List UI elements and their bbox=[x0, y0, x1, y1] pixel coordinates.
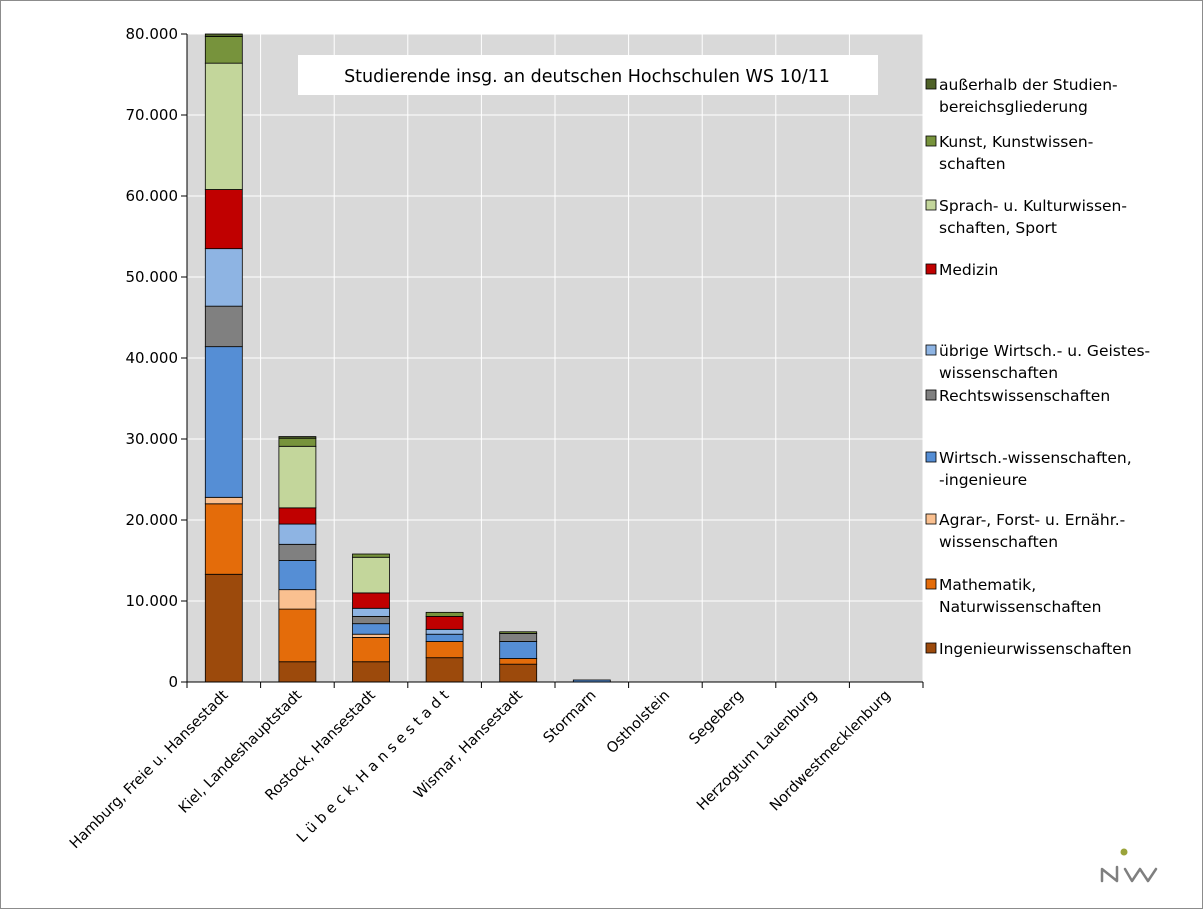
bar-segment bbox=[352, 556, 390, 594]
bar-segment bbox=[278, 436, 317, 439]
bar-segment bbox=[499, 663, 538, 683]
legend-label: wissenschaften bbox=[939, 364, 1058, 382]
legend-label: wissenschaften bbox=[939, 533, 1058, 551]
bar-segment bbox=[425, 615, 464, 630]
legend-label: schaften bbox=[939, 155, 1006, 173]
bar-segment bbox=[352, 553, 390, 558]
legend-label: Ingenieurwissenschaften bbox=[939, 640, 1132, 658]
y-tick-label: 50.000 bbox=[126, 268, 179, 286]
legend-swatch bbox=[925, 344, 937, 356]
y-tick-label: 70.000 bbox=[126, 106, 179, 124]
niw-logo-icon bbox=[1100, 848, 1158, 883]
legend-label: Sprach- u. Kulturwissen- bbox=[939, 197, 1127, 215]
bar-segment bbox=[204, 248, 243, 307]
bar-segment bbox=[425, 628, 464, 635]
bar-segment bbox=[204, 62, 243, 190]
bar-segment bbox=[352, 623, 390, 635]
bar-segment bbox=[352, 661, 390, 683]
bar-segment bbox=[499, 631, 538, 634]
bar-segment bbox=[352, 592, 390, 609]
legend-swatch bbox=[925, 263, 937, 275]
bar-segment bbox=[204, 503, 243, 575]
logo-stroke bbox=[1100, 865, 1158, 883]
legend-swatch bbox=[925, 389, 937, 401]
legend-label: Mathematik, bbox=[939, 576, 1036, 594]
bar-segment bbox=[425, 633, 464, 642]
legend-label: Agrar-, Forst- u. Ernähr.- bbox=[939, 511, 1125, 529]
y-tick-label: 10.000 bbox=[126, 592, 179, 610]
logo-dot bbox=[1120, 848, 1128, 856]
bar-segment bbox=[278, 445, 317, 509]
bar-segment bbox=[204, 573, 243, 683]
bar-segment bbox=[204, 33, 243, 37]
x-tick-label: Kiel, Landeshauptstadt bbox=[176, 687, 305, 816]
bar-segment bbox=[499, 658, 538, 665]
legend-swatch bbox=[925, 513, 937, 525]
legend-swatch bbox=[925, 199, 937, 211]
bar-segment bbox=[278, 661, 317, 683]
legend-label: Naturwissenschaften bbox=[939, 598, 1101, 616]
bar-segment bbox=[204, 36, 243, 64]
bar-segment bbox=[499, 633, 538, 642]
y-tick-label: 20.000 bbox=[126, 511, 179, 529]
bar-segment bbox=[278, 437, 317, 447]
y-tick-label: 30.000 bbox=[126, 430, 179, 448]
legend-swatch bbox=[925, 78, 937, 90]
bar-segment bbox=[204, 189, 243, 250]
legend-label: schaften, Sport bbox=[939, 219, 1057, 237]
legend-label: Rechtswissenschaften bbox=[939, 387, 1110, 405]
bar-segment bbox=[352, 637, 390, 663]
x-tick-label: Nordwestmecklenburg bbox=[767, 688, 894, 815]
bar-segment bbox=[425, 611, 464, 617]
legend-swatch bbox=[925, 578, 937, 590]
bar-segment bbox=[204, 496, 243, 505]
y-tick-label: 80.000 bbox=[126, 25, 179, 43]
chart-title: Studierende insg. an deutschen Hochschul… bbox=[344, 67, 830, 87]
bar-segment bbox=[204, 346, 243, 498]
title-box bbox=[298, 55, 878, 95]
legend-swatch bbox=[925, 451, 937, 463]
legend-label: bereichsgliederung bbox=[939, 98, 1088, 116]
bar-segment bbox=[204, 305, 243, 348]
x-tick-label: L ü b e c k, H a n s e s t a d t bbox=[294, 687, 453, 846]
bar-segment bbox=[278, 589, 317, 610]
y-tick-label: 60.000 bbox=[126, 187, 179, 205]
x-tick-label: Ostholstein bbox=[604, 688, 673, 757]
bar-segment bbox=[425, 641, 464, 659]
legend-label: -ingenieure bbox=[939, 471, 1027, 489]
bar-segment bbox=[278, 543, 317, 561]
legend-label: Medizin bbox=[939, 261, 998, 279]
bar-segment bbox=[352, 615, 390, 625]
legend-label: übrige Wirtsch.- u. Geistes- bbox=[939, 342, 1150, 360]
bar-segment bbox=[425, 657, 464, 683]
bar-segment bbox=[499, 641, 538, 659]
x-tick-label: Hamburg, Freie u. Hansestadt bbox=[67, 687, 232, 852]
legend-label: außerhalb der Studien- bbox=[939, 76, 1118, 94]
x-tick-label: Stormarn bbox=[541, 688, 600, 747]
y-tick-label: 0 bbox=[168, 673, 178, 691]
y-tick-label: 40.000 bbox=[126, 349, 179, 367]
legend-label: Wirtsch.-wissenschaften, bbox=[939, 449, 1132, 467]
bar-segment bbox=[352, 633, 390, 638]
bar-segment bbox=[278, 523, 317, 545]
bar-segment bbox=[278, 560, 317, 591]
bar-segment bbox=[278, 507, 317, 525]
x-tick-label: Segeberg bbox=[687, 688, 747, 748]
bar-segment bbox=[352, 607, 390, 617]
x-tick-label: Herzogtum Lauenburg bbox=[694, 688, 820, 814]
legend-swatch bbox=[925, 135, 937, 147]
legend-label: Kunst, Kunstwissen- bbox=[939, 133, 1093, 151]
legend-swatch bbox=[925, 642, 937, 654]
bar-segment bbox=[278, 608, 317, 663]
